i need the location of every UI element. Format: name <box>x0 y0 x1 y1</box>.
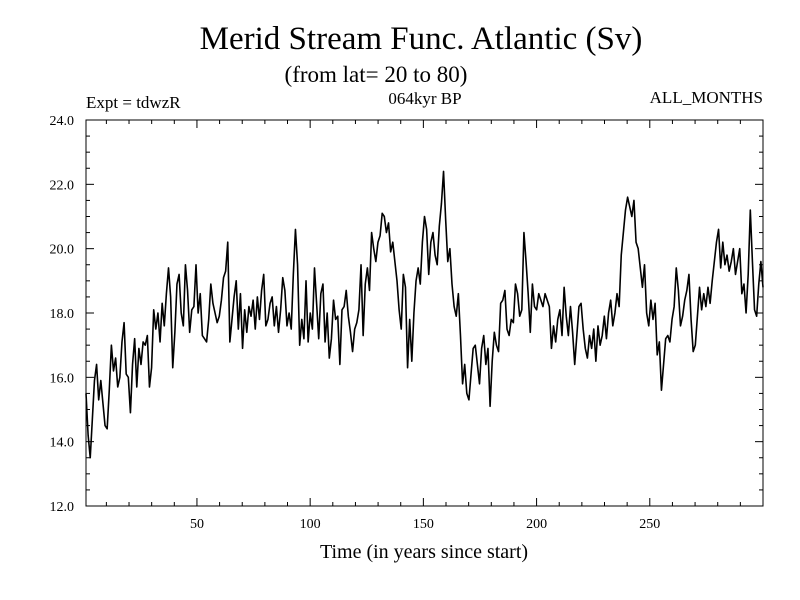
x-tick-label: 150 <box>413 517 434 532</box>
experiment-label: Expt = tdwzR <box>86 93 181 112</box>
y-tick-label: 12.0 <box>50 500 75 515</box>
months-label: ALL_MONTHS <box>650 88 763 107</box>
chart-title: Merid Stream Func. Atlantic (Sv) <box>200 21 643 57</box>
plot-frame <box>85 119 764 507</box>
y-tick-label: 14.0 <box>50 436 75 451</box>
x-tick-label: 250 <box>639 517 660 532</box>
y-tick-label: 20.0 <box>50 243 75 258</box>
x-tick-label: 200 <box>526 517 547 532</box>
chart-subtitle: (from lat= 20 to 80) <box>285 62 468 87</box>
period-label: 064kyr BP <box>388 89 461 108</box>
y-tick-label: 16.0 <box>50 371 75 386</box>
x-axis: 50 100 150 200 250 <box>105 120 741 532</box>
x-tick-label: 50 <box>190 517 204 532</box>
y-tick-label: 24.0 <box>50 114 75 129</box>
series-line <box>85 170 764 459</box>
y-tick-label: 22.0 <box>50 178 75 193</box>
y-tick-label: 18.0 <box>50 307 75 322</box>
x-tick-label: 100 <box>300 517 321 532</box>
x-axis-label: Time (in years since start) <box>320 541 528 563</box>
